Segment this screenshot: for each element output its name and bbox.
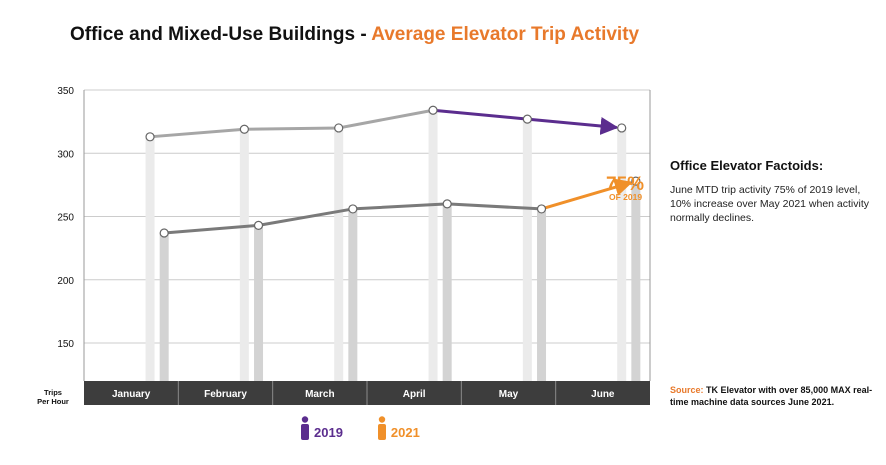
legend-label-2021: 2021 <box>390 425 420 440</box>
person-icon <box>301 416 309 440</box>
bar-2019 <box>428 110 438 382</box>
data-point-2019 <box>617 123 627 133</box>
data-point-2021 <box>631 176 641 186</box>
factoids-panel: Office Elevator Factoids: June MTD trip … <box>670 158 870 225</box>
x-tick-label: January <box>112 389 151 400</box>
bar-2021 <box>537 208 547 381</box>
data-point-2019 <box>145 132 155 142</box>
source-text: TK Elevator with over 85,000 MAX real-ti… <box>670 385 873 407</box>
data-point-2019 <box>428 105 438 115</box>
source-note: Source: TK Elevator with over 85,000 MAX… <box>670 384 880 408</box>
y-tick-label: 300 <box>57 149 74 160</box>
data-point-2019 <box>522 114 532 124</box>
bar-2021 <box>631 181 641 381</box>
bar-2021 <box>159 232 169 381</box>
bar-2019 <box>145 136 155 381</box>
person-icon <box>377 416 386 440</box>
legend: 2019 2021 <box>300 416 420 440</box>
title-main: Office and Mixed-Use Buildings - <box>70 24 372 45</box>
series-line-2019 <box>149 108 434 139</box>
bar-2019 <box>522 119 532 381</box>
y-tick-label: 350 <box>57 86 74 97</box>
bar-2021 <box>348 208 358 381</box>
bar-2021 <box>442 203 452 381</box>
bar-2021 <box>254 225 264 381</box>
legend-item-2021: 2021 <box>377 416 420 440</box>
y-tick-label: 200 <box>57 276 74 287</box>
y-tick-label: 150 <box>57 339 74 350</box>
data-point-2019 <box>239 124 249 134</box>
data-point-2021 <box>253 220 264 230</box>
annotation-text: OF 2019 <box>609 192 642 202</box>
data-point-2019 <box>334 123 344 133</box>
data-point-2021 <box>442 199 452 209</box>
x-tick-label: April <box>403 389 426 400</box>
x-tick-label: February <box>204 389 247 400</box>
factoids-body: June MTD trip activity 75% of 2019 level… <box>670 184 870 224</box>
title-accent: Average Elevator Trip Activity <box>371 24 640 45</box>
y-tick-label: 250 <box>57 213 74 224</box>
x-tick-label: May <box>499 389 519 400</box>
data-point-2021 <box>159 228 169 238</box>
chart-title: Office and Mixed-Use Buildings - Average… <box>70 24 639 46</box>
bar-2019 <box>239 129 249 381</box>
bar-2019 <box>334 127 344 382</box>
annotation-percent: 75% <box>606 174 644 195</box>
legend-item-2019: 2019 <box>300 416 343 440</box>
y-axis-label-line2: Per Hour <box>37 397 69 406</box>
line-chart: 150 200 250 300 350 January February March Apri… <box>37 86 651 406</box>
x-tick-label: June <box>591 389 615 400</box>
source-label: Source: <box>670 385 704 395</box>
factoids-heading: Office Elevator Factoids: <box>670 158 824 173</box>
series-highlight-2021 <box>541 178 633 211</box>
legend-label-2019: 2019 <box>314 425 343 440</box>
data-point-2021 <box>536 204 547 214</box>
data-point-2021 <box>348 204 358 214</box>
bar-2019 <box>617 127 627 382</box>
y-axis-label-line1: Trips <box>44 388 62 397</box>
x-tick-label: March <box>305 389 334 400</box>
